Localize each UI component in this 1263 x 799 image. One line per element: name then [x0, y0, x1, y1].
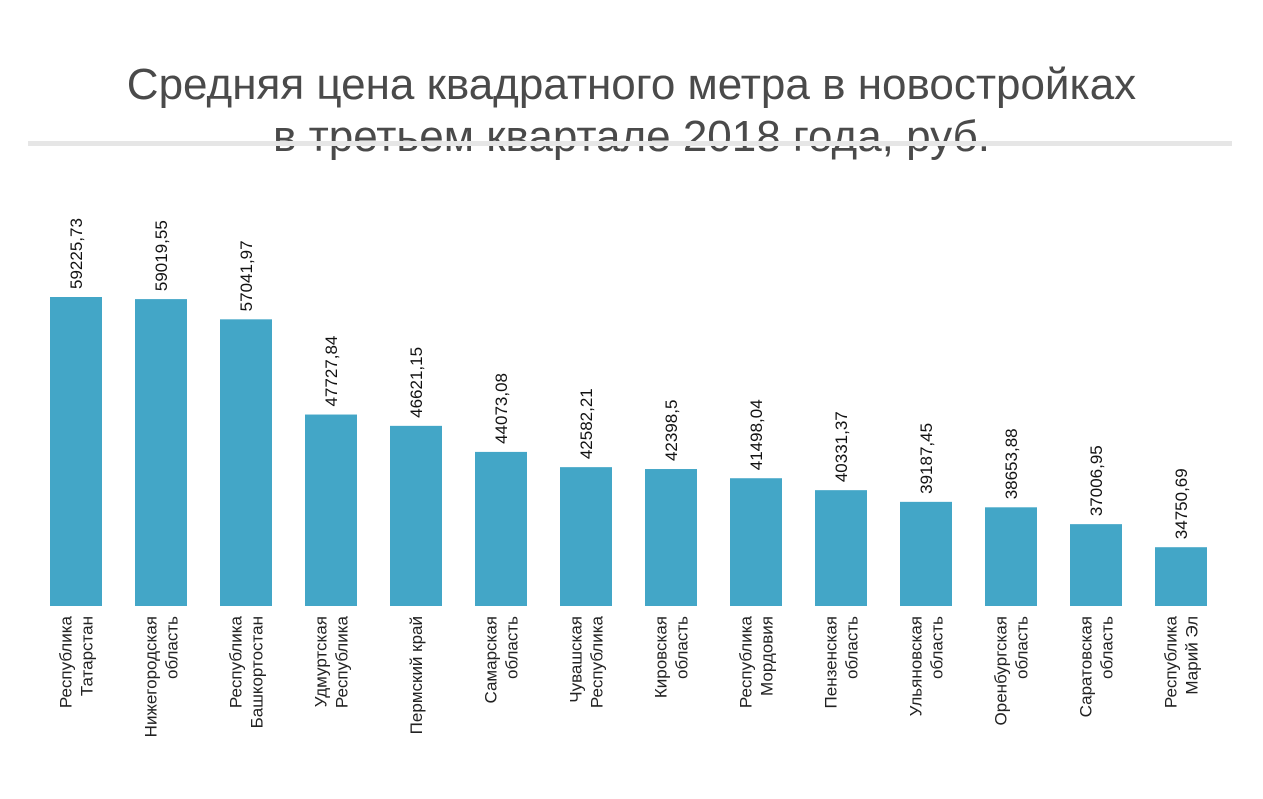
bar-1 [135, 299, 187, 606]
category-label-6: Чувашская Республика [567, 615, 607, 708]
category-label-12: Саратовская область [1077, 616, 1117, 717]
chart-title-line-2: в третьем квартале 2018 года, руб. [272, 112, 991, 162]
category-label-1-line-1: область [163, 616, 182, 679]
category-label-6-line-0: Чувашская [567, 616, 586, 703]
category-label-13-line-1: Марий Эл [1183, 616, 1202, 695]
category-label-5-line-1: область [503, 616, 522, 679]
bar-6 [560, 467, 612, 606]
category-label-5-line-0: Самарская [482, 616, 501, 704]
category-label-0: Республика Татарстан [57, 615, 97, 708]
value-label-6: 42582,21 [577, 388, 596, 459]
value-label-4: 46621,15 [407, 347, 426, 418]
category-label-0-line-0: Республика [57, 615, 76, 708]
category-label-2: Республика Башкортостан [227, 615, 267, 728]
category-label-11: Оренбургская область [992, 616, 1032, 726]
bar-4 [390, 425, 442, 606]
category-label-7: Кировская область [652, 616, 692, 698]
category-label-3-line-0: Удмуртская [312, 616, 331, 707]
chart-title-line-1: Средняя цена квадратного метра в новостр… [126, 60, 1137, 110]
bar-11 [985, 507, 1037, 606]
category-label-11-line-1: область [1013, 616, 1032, 679]
category-label-1-line-0: Нижегородская [142, 616, 161, 737]
value-label-1: 59019,55 [152, 220, 171, 291]
value-label-12: 37006,95 [1087, 445, 1106, 516]
category-label-0-line-1: Татарстан [78, 616, 97, 696]
category-label-4: Пермский край [407, 616, 426, 734]
bar-3 [305, 414, 357, 606]
category-label-10: Ульяновская область [907, 616, 947, 716]
value-label-0: 59225,73 [67, 218, 86, 289]
value-label-13: 34750,69 [1172, 468, 1191, 539]
category-label-8-line-1: Мордовия [758, 616, 777, 696]
bar-0 [50, 297, 102, 606]
bar-8 [730, 478, 782, 606]
category-label-2-line-0: Республика [227, 615, 246, 708]
category-label-7-line-0: Кировская [652, 616, 671, 698]
value-label-2: 57041,97 [237, 240, 256, 311]
value-label-8: 41498,04 [747, 399, 766, 470]
bar-2 [220, 319, 272, 606]
category-label-10-line-1: область [928, 616, 947, 679]
category-label-7-line-1: область [673, 616, 692, 679]
category-label-9-line-0: Пензенская [822, 616, 841, 708]
category-label-3-line-1: Республика [333, 615, 352, 708]
category-label-8-line-0: Республика [737, 615, 756, 708]
value-label-5: 44073,08 [492, 373, 511, 444]
bar-13 [1155, 547, 1207, 606]
category-label-6-line-1: Республика [588, 615, 607, 708]
bar-7 [645, 469, 697, 606]
category-label-10-line-0: Ульяновская [907, 616, 926, 716]
category-label-1: Нижегородская область [142, 616, 182, 737]
value-label-9: 40331,37 [832, 411, 851, 482]
category-label-5: Самарская область [482, 616, 522, 704]
category-label-13-line-0: Республика [1162, 615, 1181, 708]
bar-9 [815, 490, 867, 606]
category-label-2-line-1: Башкортостан [248, 616, 267, 728]
category-label-12-line-1: область [1098, 616, 1117, 679]
category-label-4-line-0: Пермский край [407, 616, 426, 734]
category-label-3: Удмуртская Республика [312, 615, 352, 708]
category-label-8: Республика Мордовия [737, 615, 777, 708]
value-label-11: 38653,88 [1002, 428, 1021, 499]
bar-10 [900, 501, 952, 606]
value-label-10: 39187,45 [917, 423, 936, 494]
category-label-12-line-0: Саратовская [1077, 616, 1096, 717]
bar-12 [1070, 524, 1122, 606]
title-divider [28, 141, 1232, 146]
category-label-13: Республика Марий Эл [1162, 615, 1202, 708]
value-label-7: 42398,5 [662, 400, 681, 461]
category-label-9-line-1: область [843, 616, 862, 679]
category-label-11-line-0: Оренбургская [992, 616, 1011, 725]
category-label-9: Пензенская область [822, 616, 862, 709]
bar-5 [475, 451, 527, 606]
value-label-3: 47727,84 [322, 336, 341, 407]
chart-title: Средняя цена квадратного метра в новостр… [0, 59, 1263, 163]
